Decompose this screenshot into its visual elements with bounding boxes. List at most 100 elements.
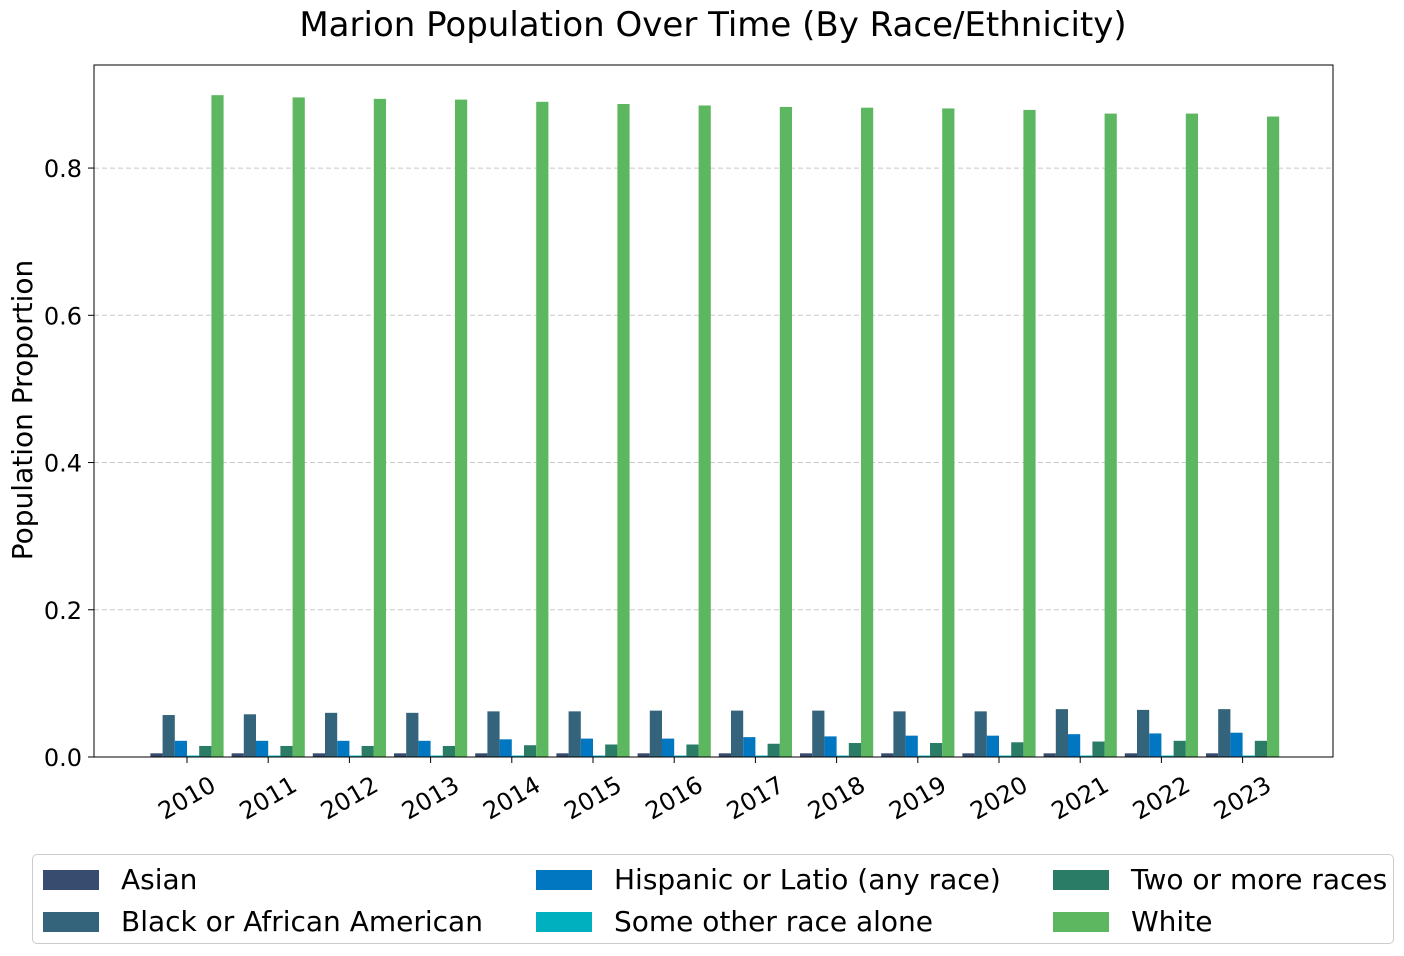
bar xyxy=(731,710,744,757)
bars xyxy=(150,95,1280,758)
bar xyxy=(999,755,1012,757)
bar xyxy=(930,743,943,757)
gridlines xyxy=(94,167,1333,611)
x-tick-label: 2010 xyxy=(154,771,221,826)
bar xyxy=(1080,755,1093,757)
bar xyxy=(1161,755,1174,757)
bar xyxy=(893,711,906,757)
bar xyxy=(800,753,813,757)
chart-title: Marion Population Over Time (By Race/Eth… xyxy=(299,5,1126,45)
bar xyxy=(524,745,537,757)
x-tick-label: 2016 xyxy=(641,771,708,826)
bar xyxy=(974,711,987,757)
legend-swatch xyxy=(536,911,592,932)
bar xyxy=(1023,109,1036,758)
bar xyxy=(373,98,386,757)
bar xyxy=(986,735,999,757)
legend-item: Two or more races xyxy=(1053,863,1387,896)
bar xyxy=(1254,740,1267,757)
bar xyxy=(593,755,606,757)
legend-label: Hispanic or Latio (any race) xyxy=(614,863,1001,896)
legend-label: Asian xyxy=(121,863,198,896)
x-tick-label: 2023 xyxy=(1209,771,1276,826)
x-tick-label: 2022 xyxy=(1128,771,1195,826)
bar xyxy=(718,753,731,757)
bar xyxy=(824,736,837,757)
x-tick-label: 2019 xyxy=(884,771,951,826)
bar xyxy=(637,753,650,757)
bar xyxy=(406,712,419,757)
legend-swatch xyxy=(1053,869,1109,890)
bar xyxy=(861,107,874,757)
bar xyxy=(1218,709,1231,757)
bar xyxy=(1137,709,1150,757)
bar-chart: Marion Population Over Time (By Race/Eth… xyxy=(6,5,1334,826)
bar xyxy=(256,740,269,757)
bar xyxy=(499,739,512,757)
bar xyxy=(568,711,581,757)
bar xyxy=(905,735,918,757)
bar xyxy=(1104,113,1117,758)
bar xyxy=(430,755,443,757)
bar xyxy=(698,105,711,757)
bar xyxy=(337,740,350,757)
legend-swatch xyxy=(1053,911,1109,932)
x-tick-label: 2020 xyxy=(966,771,1033,826)
bar xyxy=(475,753,488,757)
legend-swatch xyxy=(536,869,592,890)
bar xyxy=(511,755,524,757)
bar xyxy=(1124,753,1137,757)
bar xyxy=(1230,732,1243,757)
bar xyxy=(487,711,500,757)
bar xyxy=(962,753,975,757)
bar xyxy=(1185,113,1198,758)
x-tick-label: 2017 xyxy=(722,771,789,826)
x-tick-label: 2013 xyxy=(397,771,464,826)
legend-label: White xyxy=(1131,905,1213,938)
x-tick-label: 2021 xyxy=(1047,771,1114,826)
bar xyxy=(1206,753,1219,757)
x-tick-label: 2014 xyxy=(478,771,545,826)
bar xyxy=(1055,709,1068,757)
bar xyxy=(674,755,687,757)
legend-label: Some other race alone xyxy=(614,905,934,938)
y-tick-label: 0.2 xyxy=(44,597,82,625)
bar xyxy=(280,745,293,757)
y-tick-label: 0.0 xyxy=(44,744,82,772)
bar xyxy=(942,108,955,758)
bar xyxy=(686,744,699,757)
bar xyxy=(755,755,768,757)
y-tick-label: 0.4 xyxy=(44,450,82,478)
bar xyxy=(268,755,281,757)
bar xyxy=(325,712,338,757)
legend: Asian Black or African American Hispanic o… xyxy=(32,854,1394,944)
bar xyxy=(836,755,849,757)
bar xyxy=(361,745,374,757)
bar xyxy=(455,99,468,758)
legend-swatch xyxy=(43,911,99,932)
x-tick-label: 2011 xyxy=(235,771,302,826)
legend-label: Black or African American xyxy=(121,905,483,938)
legend-item: Hispanic or Latio (any race) xyxy=(536,863,1001,896)
bar xyxy=(1011,742,1024,757)
legend-label: Two or more races xyxy=(1131,863,1388,896)
bar xyxy=(536,101,549,757)
bar xyxy=(1267,116,1280,757)
bar xyxy=(1242,755,1255,757)
bar xyxy=(199,745,212,757)
x-tick-label: 2018 xyxy=(803,771,870,826)
legend-item: Asian xyxy=(43,863,197,896)
bar xyxy=(812,710,825,757)
bar xyxy=(174,740,187,757)
bar xyxy=(779,106,792,758)
bar xyxy=(1173,740,1186,757)
legend-item: Some other race alone xyxy=(536,905,933,938)
legend-item: White xyxy=(1053,905,1212,938)
bar xyxy=(743,737,756,757)
bar xyxy=(243,714,256,757)
bar xyxy=(848,743,861,757)
x-tick-label: 2012 xyxy=(316,771,383,826)
x-tick-label: 2015 xyxy=(560,771,627,826)
bar xyxy=(580,738,593,757)
bar xyxy=(881,753,894,757)
